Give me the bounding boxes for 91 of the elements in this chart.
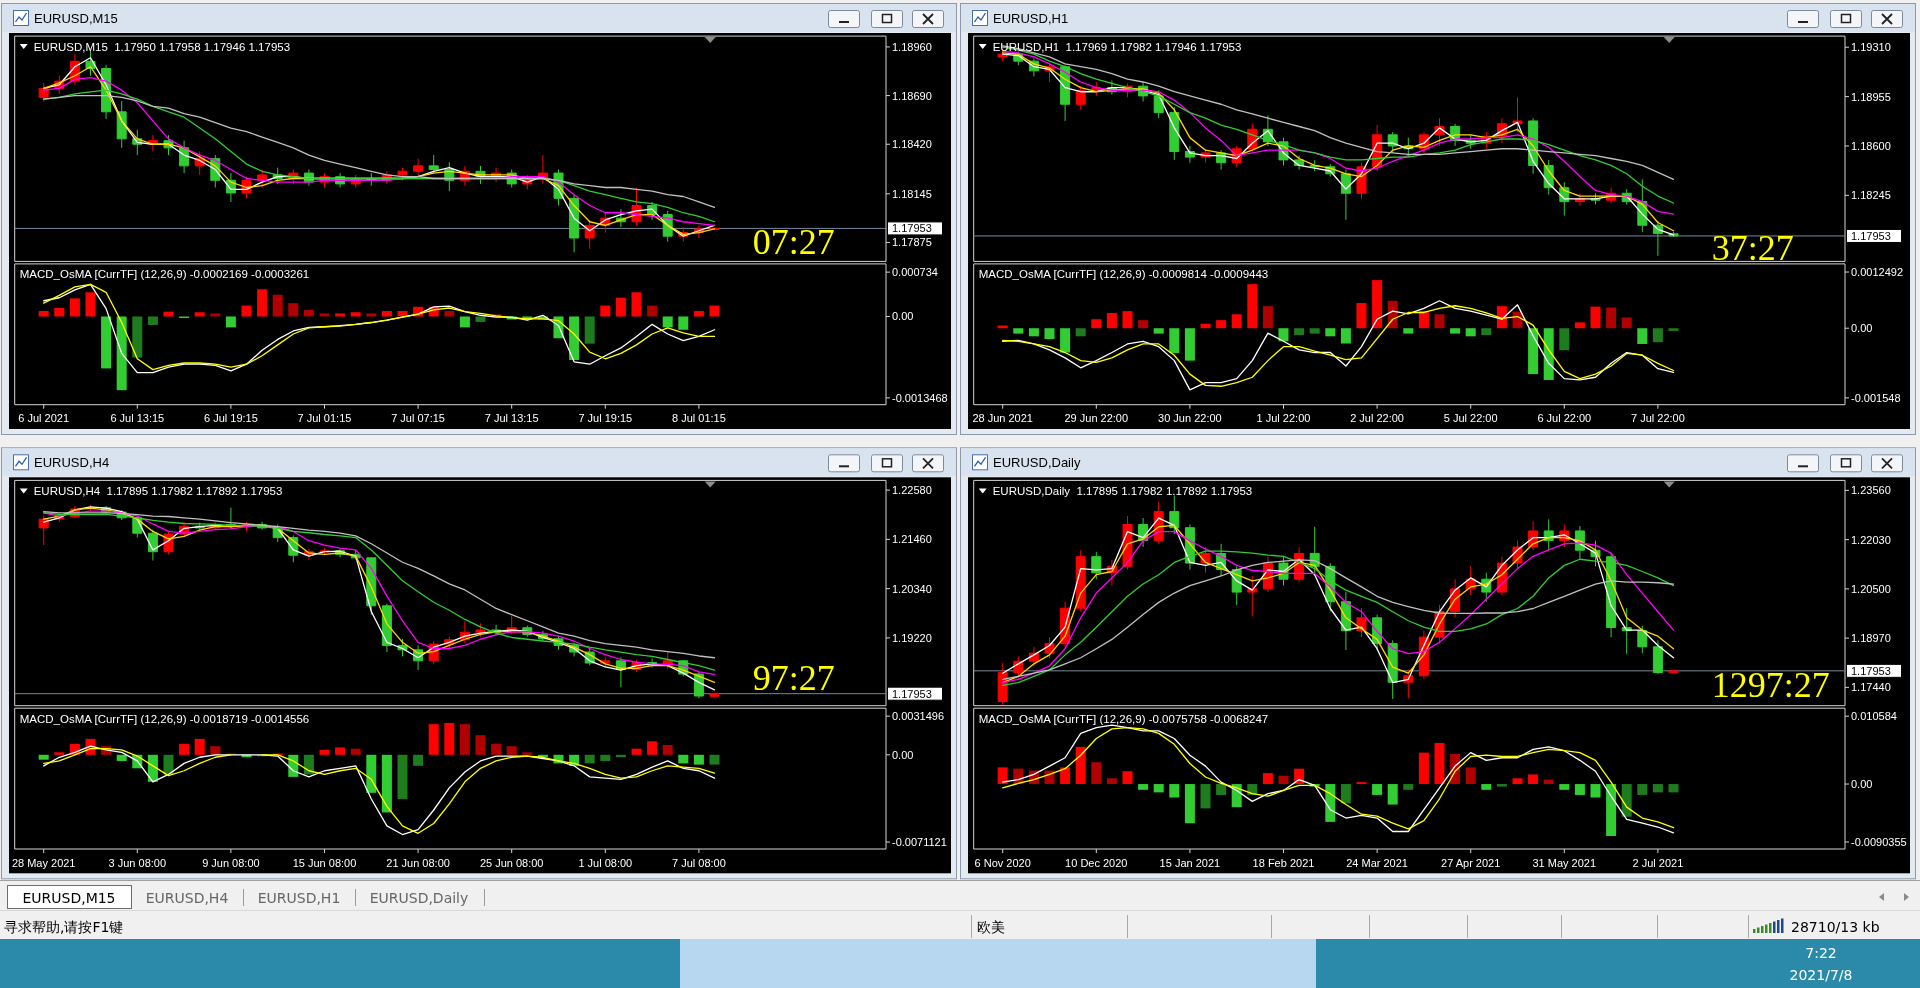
x-tick-label: 25 Jun 08:00 (479, 856, 544, 869)
chart-subtitle: EURUSD,M15 1.17950 1.17958 1.17946 1.17953 (33, 41, 291, 54)
x-tick-label: 1 Jul 08:00 (578, 856, 633, 869)
y-tick-label: 1.18420 (892, 138, 932, 151)
y-tick-label: -0.0090355 (1851, 835, 1907, 848)
text: 欧美 (977, 919, 1005, 935)
x-tick-label: 6 Nov 2020 (974, 856, 1031, 869)
chart-title: EURUSD,M15 (34, 11, 118, 26)
y-tick-label: 1.18955 (1851, 90, 1891, 103)
x-tick-label: 15 Jan 2021 (1159, 856, 1221, 869)
text: EURUSD,Daily (369, 890, 469, 906)
chart-title: EURUSD,H4 (34, 455, 110, 471)
x-tick-label: 1 Jul 22:00 (1256, 412, 1311, 425)
x-tick-label: 7 Jul 07:15 (391, 412, 446, 425)
x-tick-label: 2 Jul 2021 (1632, 856, 1684, 869)
y-tick-label: 1.22580 (892, 484, 932, 497)
text: 28710/13 kb (1791, 919, 1880, 935)
x-tick-label: 18 Feb 2021 (1252, 856, 1315, 869)
x-tick-label: 21 Jun 08:00 (386, 856, 450, 869)
y-tick-label: 1.18600 (1851, 139, 1891, 152)
y-tick-label: 1.18690 (892, 89, 932, 102)
x-tick-label: 8 Jul 01:15 (671, 412, 726, 425)
x-tick-label: 27 Apr 2021 (1441, 856, 1501, 869)
chart-title: MACD_OsMA [CurrTF] (12,26,9) -0.0009814 -0.0009443 (978, 268, 1269, 281)
y-tick-label: 1.18145 (892, 187, 932, 200)
x-tick-label: 6 Jul 22:00 (1537, 412, 1592, 425)
text: 2021/7/8 (1789, 967, 1853, 983)
y-tick-label: 0.010584 (1851, 710, 1897, 723)
x-tick-label: 7 Jul 01:15 (297, 412, 352, 425)
y-tick-label: 0.00 (892, 310, 914, 323)
x-tick-label: 6 Jul 13:15 (110, 412, 165, 425)
x-tick-label: 7 Jul 22:00 (1630, 412, 1685, 425)
x-tick-label: 31 May 2021 (1532, 856, 1597, 869)
text: EURUSD,H4 (145, 890, 229, 906)
chart-subtitle: EURUSD,Daily 1.17895 1.17982 1.17892 1.17953 (992, 485, 1253, 498)
x-tick-label: 9 Jun 08:00 (202, 856, 260, 869)
chart-title: EURUSD,H1 (993, 11, 1069, 26)
y-tick-label: 1.18245 (1851, 189, 1891, 202)
x-tick-label: 2 Jul 22:00 (1350, 412, 1405, 425)
x-tick-label: 28 May 2021 (11, 856, 76, 869)
ref-line-label: 1.17953 (1851, 664, 1891, 677)
x-tick-label: 10 Dec 2020 (1065, 856, 1128, 869)
chart-title: MACD_OsMA [CurrTF] (12,26,9) -0.0075758 -0.0068247 (978, 712, 1269, 725)
x-tick-label: 7 Jul 19:15 (578, 412, 633, 425)
y-tick-label: 1.23560 (1851, 484, 1891, 497)
y-tick-label: 1.19310 (1851, 41, 1891, 54)
chart-subtitle: EURUSD,H4 1.17895 1.17982 1.17892 1.17953 (33, 485, 283, 498)
y-tick-label: 0.0012492 (1851, 266, 1903, 279)
y-tick-label: 0.00 (1851, 322, 1873, 335)
ref-line-label: 1.17953 (892, 222, 932, 235)
x-tick-label: 30 Jun 22:00 (1158, 412, 1222, 425)
text: 7:22 (1805, 945, 1837, 961)
x-tick-label: 28 Jun 2021 (972, 412, 1033, 425)
x-tick-label: 6 Jul 2021 (18, 412, 70, 425)
y-tick-label: 0.00 (892, 748, 914, 761)
x-tick-label: 7 Jul 13:15 (484, 412, 539, 425)
y-tick-label: 1.20500 (1851, 582, 1891, 595)
x-tick-label: 5 Jul 22:00 (1443, 412, 1498, 425)
x-tick-label: 15 Jun 08:00 (292, 856, 357, 869)
y-tick-label: 0.0031496 (892, 710, 944, 723)
chart-subtitle: EURUSD,H1 1.17969 1.17982 1.17946 1.17953 (992, 41, 1242, 54)
y-tick-label: 1.19220 (892, 631, 932, 644)
y-tick-label: -0.0013468 (892, 391, 948, 404)
text: EURUSD,H1 (257, 890, 341, 906)
ref-line-label: 1.17953 (892, 687, 932, 700)
y-tick-label: 0.00 (1851, 778, 1873, 791)
y-tick-label: -0.0071121 (892, 836, 947, 849)
text: 07:27 (752, 222, 835, 263)
y-tick-label: 1.18960 (892, 40, 932, 53)
y-tick-label: 1.17875 (892, 236, 932, 249)
y-tick-label: 1.20340 (892, 582, 932, 595)
y-tick-label: 1.17440 (1851, 681, 1891, 694)
x-tick-label: 7 Jul 08:00 (671, 856, 726, 869)
y-tick-label: 1.18970 (1851, 632, 1891, 645)
x-tick-label: 3 Jun 08:00 (108, 856, 167, 869)
text: 37:27 (1711, 228, 1794, 269)
x-tick-label: 24 Mar 2021 (1346, 856, 1408, 869)
chart-title: MACD_OsMA [CurrTF] (12,26,9) -0.0018719 -0.0014556 (19, 712, 310, 725)
y-tick-label: 1.21460 (892, 533, 932, 546)
y-tick-label: 1.22030 (1851, 533, 1891, 546)
text: 1297:27 (1711, 664, 1830, 705)
chart-title: EURUSD,Daily (993, 455, 1081, 471)
text: 97:27 (752, 657, 835, 698)
text: EURUSD,M15 (22, 890, 116, 906)
y-tick-label: 0.000734 (892, 266, 938, 279)
y-tick-label: -0.001548 (1851, 391, 1901, 404)
ref-line-label: 1.17953 (1851, 229, 1891, 242)
x-tick-label: 29 Jun 22:00 (1064, 412, 1129, 425)
text: 寻求帮助,请按F1键 (4, 919, 124, 935)
chart-title: MACD_OsMA [CurrTF] (12,26,9) -0.0002169 -0.0003261 (19, 268, 310, 281)
x-tick-label: 6 Jul 19:15 (203, 412, 258, 425)
